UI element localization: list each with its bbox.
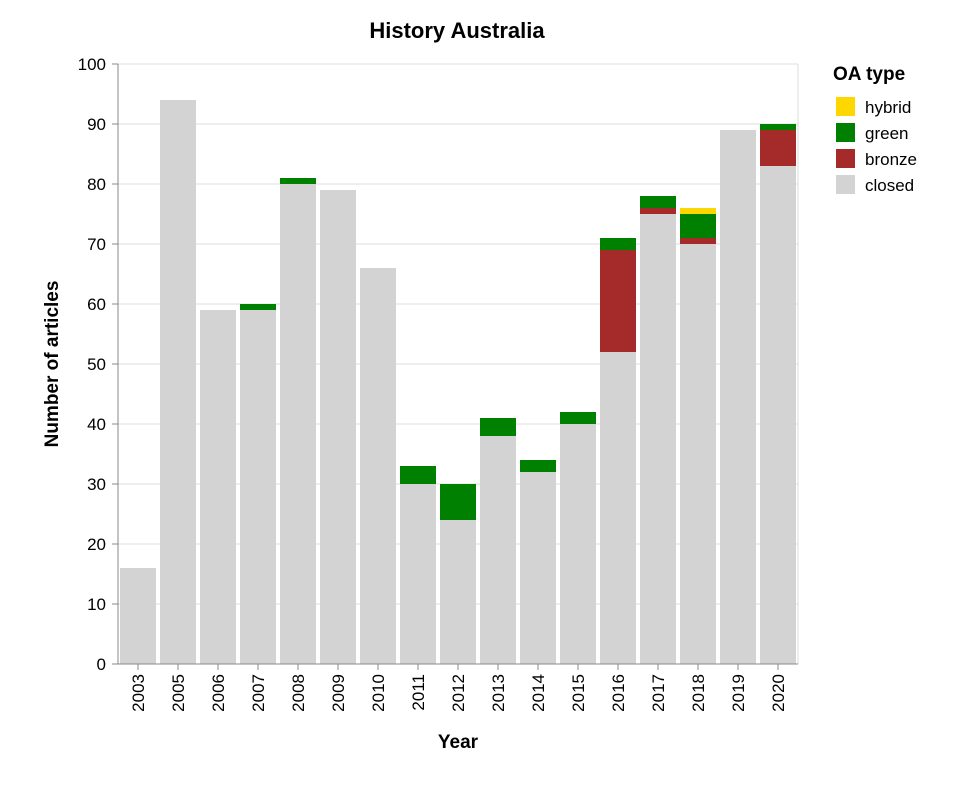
x-tick-label: 2008 [289, 674, 308, 712]
y-tick-label: 90 [87, 115, 106, 134]
x-tick-label: 2017 [649, 674, 668, 712]
bar-closed-2015 [560, 424, 596, 664]
y-axis-ticks: 0 10 20 30 40 50 60 70 80 90 100 [78, 55, 118, 674]
x-tick-label: 2006 [209, 674, 228, 712]
bar-green-2018 [680, 214, 716, 238]
bar-hybrid-2018 [680, 208, 716, 214]
x-tick-label: 2005 [169, 674, 188, 712]
bar-closed-2013 [480, 436, 516, 664]
legend-title: OA type [833, 64, 905, 85]
y-tick-label: 40 [87, 415, 106, 434]
bar-closed-2020 [760, 166, 796, 664]
bar-closed-2003 [120, 568, 156, 664]
bar-closed-2011 [400, 484, 436, 664]
bar-closed-2016 [600, 352, 636, 664]
bar-green-2014 [520, 460, 556, 472]
x-tick-label: 2007 [249, 674, 268, 712]
bar-closed-2009 [320, 190, 356, 664]
legend-label-green: green [865, 124, 908, 143]
legend-swatch-green [836, 123, 855, 142]
y-tick-label: 80 [87, 175, 106, 194]
bar-bronze-2017 [640, 208, 676, 214]
x-tick-label: 2016 [609, 674, 628, 712]
bar-green-2020 [760, 124, 796, 130]
bar-closed-2010 [360, 268, 396, 664]
y-tick-label: 100 [78, 55, 106, 74]
x-tick-label: 2012 [449, 674, 468, 712]
bar-green-2013 [480, 418, 516, 436]
bar-bronze-2020 [760, 130, 796, 166]
y-tick-label: 60 [87, 295, 106, 314]
bar-closed-2018 [680, 244, 716, 664]
bar-bronze-2016 [600, 250, 636, 352]
y-axis-title: Number of articles [42, 281, 63, 448]
x-tick-label: 2013 [489, 674, 508, 712]
bars [120, 100, 796, 664]
x-tick-label: 2015 [569, 674, 588, 712]
x-tick-label: 2014 [529, 674, 548, 712]
y-tick-label: 20 [87, 535, 106, 554]
x-axis-title: Year [438, 732, 479, 753]
x-tick-label: 2020 [769, 674, 788, 712]
bar-green-2017 [640, 196, 676, 208]
bar-bronze-2018 [680, 238, 716, 244]
bar-closed-2012 [440, 520, 476, 664]
x-tick-label: 2011 [409, 674, 428, 711]
y-tick-label: 50 [87, 355, 106, 374]
legend-label-bronze: bronze [865, 150, 917, 169]
x-tick-label: 2009 [329, 674, 348, 712]
bar-closed-2019 [720, 130, 756, 664]
x-tick-label: 2019 [729, 674, 748, 712]
x-axis-ticks: 2003 2005 2006 2007 2008 2009 2010 2011 2012 2013… [129, 664, 788, 712]
bar-closed-2008 [280, 184, 316, 664]
bar-closed-2017 [640, 214, 676, 664]
y-tick-label: 70 [87, 235, 106, 254]
legend-swatch-hybrid [836, 97, 855, 116]
legend-label-hybrid: hybrid [865, 98, 911, 117]
legend: OA type hybrid green bronze closed [833, 64, 917, 195]
y-tick-label: 10 [87, 595, 106, 614]
y-tick-label: 30 [87, 475, 106, 494]
bar-green-2015 [560, 412, 596, 424]
legend-swatch-closed [836, 175, 855, 194]
legend-label-closed: closed [865, 176, 914, 195]
x-tick-label: 2010 [369, 674, 388, 712]
bar-closed-2005 [160, 100, 196, 664]
bar-closed-2007 [240, 310, 276, 664]
x-tick-label: 2003 [129, 674, 148, 712]
bar-green-2008 [280, 178, 316, 184]
bar-closed-2014 [520, 472, 556, 664]
y-tick-label: 0 [97, 655, 106, 674]
bar-green-2016 [600, 238, 636, 250]
bar-green-2007 [240, 304, 276, 310]
bar-closed-2006 [200, 310, 236, 664]
x-tick-label: 2018 [689, 674, 708, 712]
bar-green-2012 [440, 484, 476, 520]
chart-title: History Australia [369, 18, 545, 43]
legend-swatch-bronze [836, 149, 855, 168]
bar-green-2011 [400, 466, 436, 484]
